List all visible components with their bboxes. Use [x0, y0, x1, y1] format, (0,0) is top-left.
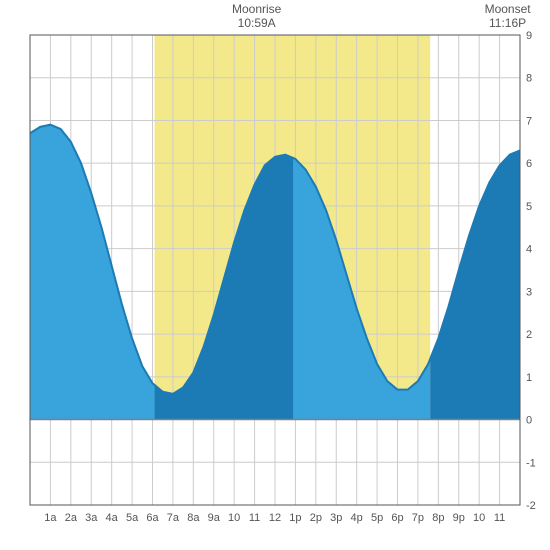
y-tick-label: 8	[526, 73, 532, 85]
y-tick-label: 0	[526, 415, 532, 427]
x-tick-label: 7p	[412, 512, 424, 524]
x-tick-label: 9a	[208, 512, 221, 524]
x-tick-label: 7a	[167, 512, 180, 524]
x-tick-label: 5p	[371, 512, 383, 524]
x-tick-label: 12	[269, 512, 281, 524]
y-tick-label: 2	[526, 329, 532, 341]
x-tick-label: 3p	[330, 512, 342, 524]
x-tick-label: 2a	[65, 512, 78, 524]
moonrise-time: 10:59A	[229, 16, 284, 30]
moonrise-title: Moonrise	[229, 2, 284, 16]
x-tick-label: 11	[249, 512, 260, 524]
x-tick-label: 3a	[85, 512, 98, 524]
y-tick-label: 6	[526, 158, 532, 170]
x-tick-label: 4p	[351, 512, 363, 524]
moonrise-label: Moonrise 10:59A	[229, 2, 284, 31]
x-tick-label: 10	[228, 512, 240, 524]
x-tick-label: 4a	[106, 512, 119, 524]
x-tick-label: 10	[473, 512, 485, 524]
y-tick-label: -2	[526, 500, 536, 512]
y-tick-label: 5	[526, 201, 532, 213]
x-tick-label: 11	[494, 512, 505, 524]
y-tick-label: 7	[526, 115, 532, 127]
chart-svg: -2-101234567891a2a3a4a5a6a7a8a9a1011121p…	[0, 0, 550, 550]
x-tick-label: 6p	[391, 512, 403, 524]
moonset-label: Moonset 11:16P	[480, 2, 535, 31]
moonset-title: Moonset	[480, 2, 535, 16]
y-tick-label: 1	[526, 372, 532, 384]
x-tick-label: 1a	[44, 512, 57, 524]
x-tick-label: 8p	[432, 512, 444, 524]
y-tick-label: -1	[526, 457, 536, 469]
moonset-time: 11:16P	[480, 16, 535, 30]
y-tick-label: 4	[526, 244, 532, 256]
x-tick-label: 2p	[310, 512, 322, 524]
x-tick-label: 1p	[289, 512, 301, 524]
x-tick-label: 6a	[146, 512, 159, 524]
y-tick-label: 3	[526, 286, 532, 298]
x-tick-label: 8a	[187, 512, 200, 524]
y-tick-label: 9	[526, 30, 532, 42]
x-tick-label: 5a	[126, 512, 139, 524]
tide-chart: -2-101234567891a2a3a4a5a6a7a8a9a1011121p…	[0, 0, 550, 550]
x-tick-label: 9p	[453, 512, 465, 524]
